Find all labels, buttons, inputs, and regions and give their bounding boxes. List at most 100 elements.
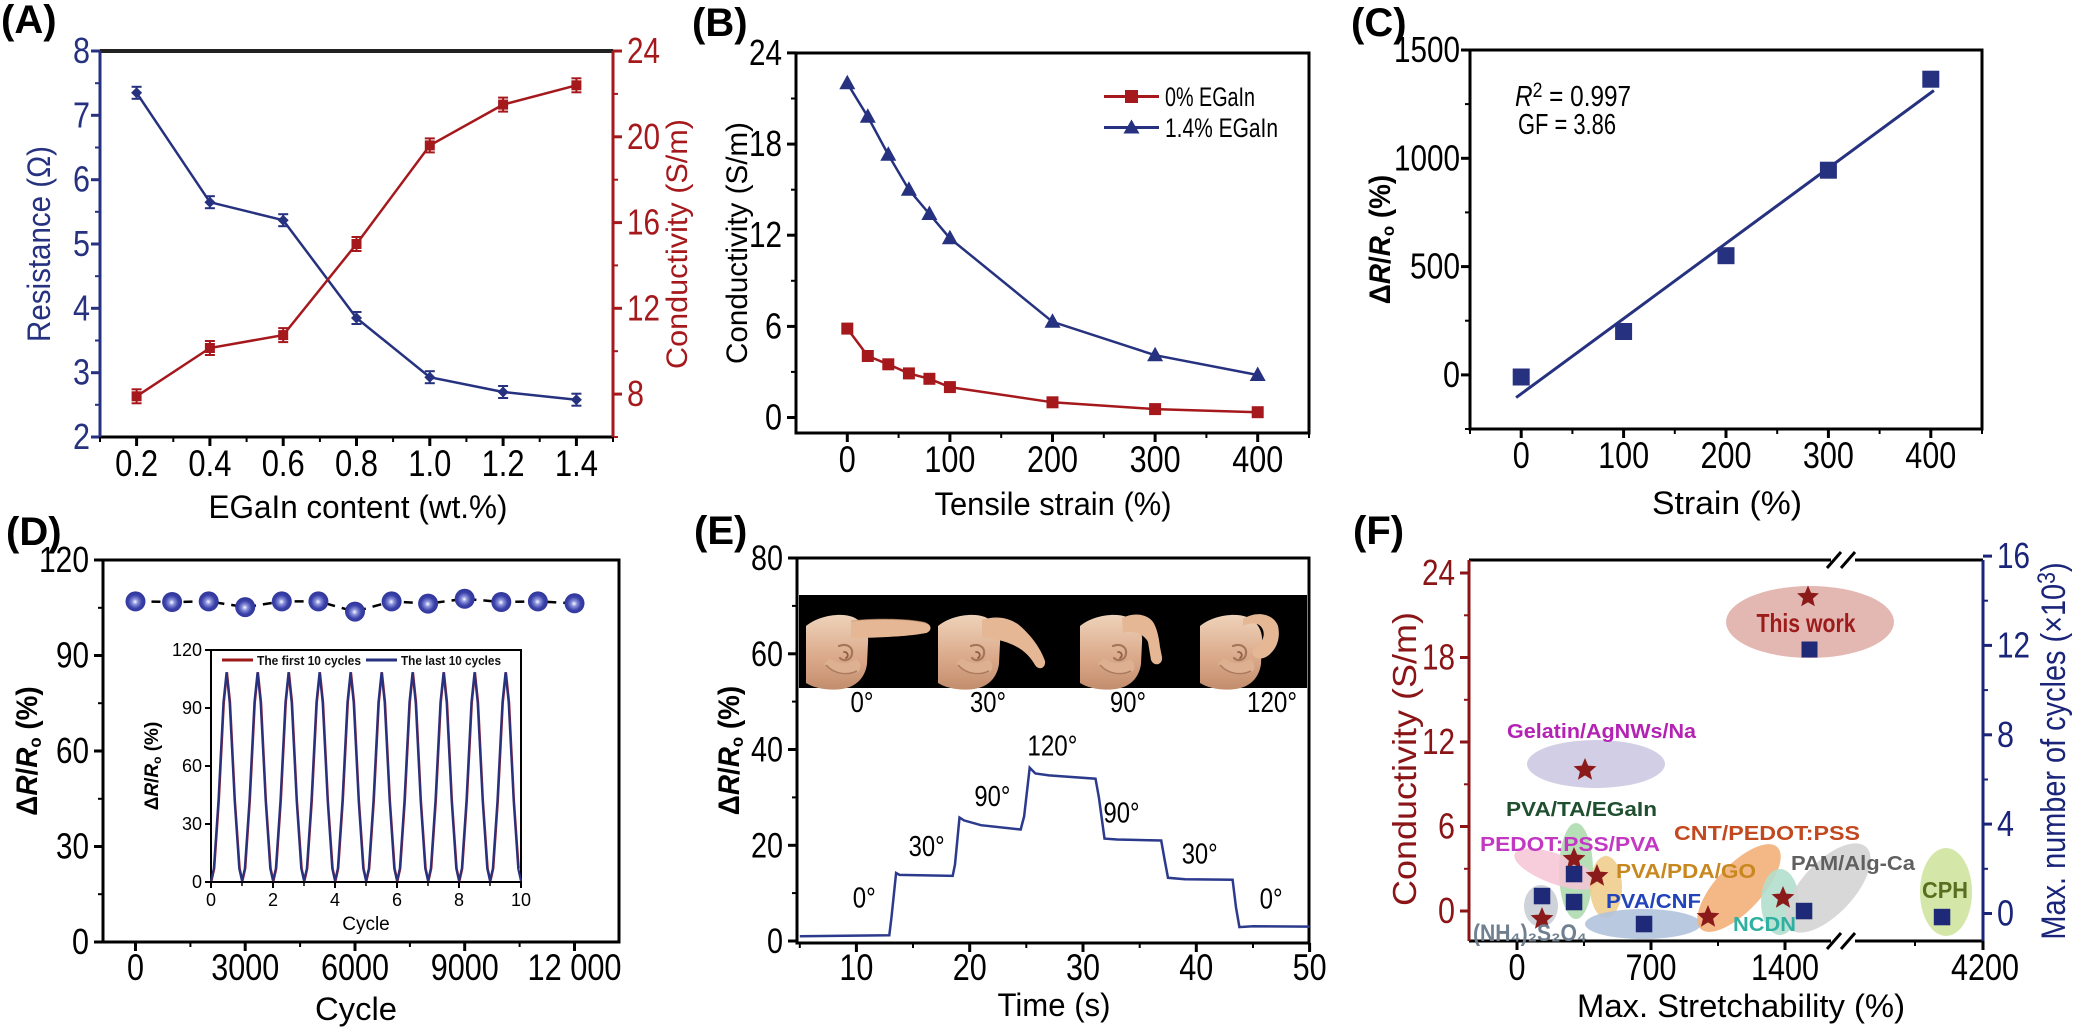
svg-text:0: 0 <box>192 872 202 892</box>
svg-text:(E): (E) <box>694 509 747 553</box>
svg-text:300: 300 <box>1130 439 1181 480</box>
svg-text:PEDOT:PSS/PVA: PEDOT:PSS/PVA <box>1480 834 1660 856</box>
svg-text:0: 0 <box>767 922 783 961</box>
svg-text:PVA/PDA/GO: PVA/PDA/GO <box>1616 861 1756 883</box>
svg-text:Time (s): Time (s) <box>998 987 1111 1023</box>
svg-text:Max. number of cycles (×103): Max. number of cycles (×103) <box>2032 562 2072 939</box>
svg-text:0: 0 <box>839 439 856 480</box>
svg-text:(A): (A) <box>1 0 57 42</box>
svg-text:8: 8 <box>454 890 464 910</box>
svg-text:Max. Stretchability (%): Max. Stretchability (%) <box>1577 988 1905 1024</box>
svg-text:8: 8 <box>627 373 644 414</box>
svg-text:0% EGaIn: 0% EGaIn <box>1165 82 1255 112</box>
svg-text:12: 12 <box>749 214 782 255</box>
svg-text:24: 24 <box>1422 552 1455 593</box>
svg-text:(B): (B) <box>692 1 748 45</box>
svg-text:8: 8 <box>1997 714 2014 755</box>
svg-text:0.4: 0.4 <box>188 443 231 484</box>
svg-text:6: 6 <box>765 305 782 346</box>
svg-text:6: 6 <box>392 890 402 910</box>
svg-text:0: 0 <box>1443 354 1460 395</box>
svg-text:24: 24 <box>749 32 782 73</box>
svg-text:200: 200 <box>1027 439 1078 480</box>
svg-text:120: 120 <box>39 539 89 580</box>
svg-text:1000: 1000 <box>1394 137 1460 178</box>
svg-text:Resistance (Ω): Resistance (Ω) <box>21 146 57 342</box>
svg-text:90°: 90° <box>1110 687 1146 719</box>
svg-text:100: 100 <box>1598 435 1649 476</box>
svg-text:Tensile strain (%): Tensile strain (%) <box>935 486 1172 522</box>
svg-text:700: 700 <box>1626 947 1677 988</box>
svg-text:120°: 120° <box>1027 730 1077 762</box>
svg-text:PVA/TA/EGaIn: PVA/TA/EGaIn <box>1506 799 1657 821</box>
svg-text:120°: 120° <box>1247 687 1297 719</box>
svg-text:(D): (D) <box>6 510 62 554</box>
svg-text:30°: 30° <box>1182 839 1218 871</box>
svg-text:7: 7 <box>73 94 90 135</box>
svg-text:60: 60 <box>751 635 783 674</box>
svg-text:8: 8 <box>73 30 90 71</box>
svg-text:1.4: 1.4 <box>555 443 598 484</box>
svg-text:400: 400 <box>1232 439 1283 480</box>
svg-text:R2 = 0.997: R2 = 0.997 <box>1515 79 1631 113</box>
svg-text:0: 0 <box>1513 435 1530 476</box>
svg-text:0: 0 <box>206 890 216 910</box>
svg-text:Cycle: Cycle <box>315 991 397 1027</box>
svg-text:80: 80 <box>751 539 783 578</box>
svg-text:1.2: 1.2 <box>482 443 525 484</box>
svg-text:0°: 0° <box>1260 883 1283 915</box>
svg-text:12: 12 <box>1422 721 1455 762</box>
svg-text:30: 30 <box>56 826 89 867</box>
svg-text:3000: 3000 <box>211 947 279 988</box>
svg-text:(NH₄)₂S₂O₄: (NH₄)₂S₂O₄ <box>1473 920 1587 947</box>
svg-text:0.8: 0.8 <box>335 443 378 484</box>
svg-text:90: 90 <box>182 698 202 718</box>
svg-text:200: 200 <box>1701 435 1752 476</box>
svg-text:5: 5 <box>73 223 90 264</box>
svg-text:90°: 90° <box>974 781 1010 813</box>
svg-text:10: 10 <box>511 890 531 910</box>
svg-text:ΔR/Ro (%): ΔR/Ro (%) <box>142 722 164 811</box>
svg-text:CNT/PEDOT:PSS: CNT/PEDOT:PSS <box>1674 823 1860 845</box>
svg-text:EGaIn content (wt.%): EGaIn content (wt.%) <box>209 489 508 525</box>
svg-text:1500: 1500 <box>1394 29 1460 70</box>
svg-text:Cycle: Cycle <box>342 914 390 935</box>
svg-text:60: 60 <box>182 756 202 776</box>
svg-text:0: 0 <box>72 921 89 962</box>
svg-text:10: 10 <box>839 947 873 988</box>
svg-text:4: 4 <box>330 890 340 910</box>
svg-text:ΔR/Ro (%): ΔR/Ro (%) <box>713 686 747 815</box>
svg-text:0: 0 <box>127 947 144 988</box>
svg-text:PVA/CNF: PVA/CNF <box>1606 891 1701 913</box>
svg-text:1.4% EGaIn: 1.4% EGaIn <box>1165 113 1278 143</box>
svg-text:6000: 6000 <box>321 947 389 988</box>
svg-text:16: 16 <box>1997 535 2030 576</box>
svg-text:NCDN: NCDN <box>1733 914 1796 936</box>
svg-text:The first 10 cycles: The first 10 cycles <box>257 653 361 668</box>
svg-text:30°: 30° <box>970 687 1006 719</box>
svg-text:18: 18 <box>749 123 782 164</box>
svg-text:20: 20 <box>751 826 783 865</box>
svg-text:0: 0 <box>1438 890 1455 931</box>
svg-text:1.0: 1.0 <box>408 443 451 484</box>
svg-text:4: 4 <box>1997 803 2014 844</box>
svg-text:PAM/Alg-Ca: PAM/Alg-Ca <box>1791 853 1916 875</box>
svg-text:16: 16 <box>627 202 660 243</box>
svg-text:300: 300 <box>1803 435 1854 476</box>
svg-text:90°: 90° <box>1104 797 1140 829</box>
svg-text:100: 100 <box>924 439 975 480</box>
svg-text:1400: 1400 <box>1751 947 1819 988</box>
svg-text:500: 500 <box>1410 246 1460 287</box>
svg-text:0: 0 <box>1997 893 2014 934</box>
svg-text:ΔR/Ro (%): ΔR/Ro (%) <box>1364 175 1398 304</box>
svg-text:0: 0 <box>765 397 782 438</box>
svg-text:60: 60 <box>56 730 89 771</box>
svg-text:90: 90 <box>56 635 89 676</box>
svg-text:20: 20 <box>953 947 987 988</box>
svg-text:Conductivity (S/m): Conductivity (S/m) <box>661 119 694 369</box>
svg-text:The last 10 cycles: The last 10 cycles <box>401 653 501 668</box>
svg-text:Conductivity (S/m): Conductivity (S/m) <box>1386 612 1423 906</box>
svg-text:40: 40 <box>751 731 783 770</box>
svg-text:This work: This work <box>1757 608 1856 638</box>
svg-text:12: 12 <box>1997 624 2030 665</box>
